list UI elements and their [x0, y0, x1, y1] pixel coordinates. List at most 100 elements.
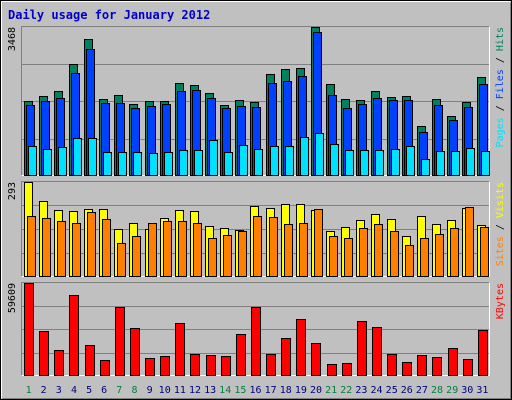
legend-item-kbytes: KBytes — [495, 283, 506, 319]
x-tick-label-day-17: 17 — [265, 385, 277, 396]
series-sites — [27, 207, 489, 277]
bar-sites-day-25 — [390, 231, 399, 277]
bar-pages-day-26 — [406, 146, 415, 176]
bar-pages-day-28 — [436, 151, 445, 176]
chart-title: Daily usage for January 2012 — [8, 8, 210, 22]
bar-kbytes-day-29 — [448, 348, 458, 376]
legend-item-pages: Pages — [495, 117, 506, 147]
bar-pages-day-5 — [88, 138, 97, 176]
bar-sites-day-20 — [314, 209, 323, 277]
bar-sites-day-22 — [344, 238, 353, 277]
x-tick-label-day-8: 8 — [131, 385, 137, 396]
bar-sites-day-28 — [435, 234, 444, 277]
x-tick-label-day-20: 20 — [310, 385, 322, 396]
bar-kbytes-day-5 — [85, 345, 95, 376]
bar-sites-day-15 — [238, 231, 247, 277]
bar-kbytes-day-31 — [478, 330, 488, 376]
bar-pages-day-18 — [285, 146, 294, 176]
plot-inset-shadow — [21, 282, 490, 376]
legend-hits-files-pages: Pages / Files / Hits — [495, 27, 506, 147]
x-tick-label-day-23: 23 — [355, 385, 367, 396]
bar-pages-day-19 — [300, 137, 309, 176]
max-value-label: 293 — [7, 182, 18, 200]
legend-item-hits: Hits — [495, 27, 506, 51]
bar-sites-day-23 — [359, 228, 368, 277]
legend-separator: / — [495, 218, 506, 236]
x-tick-label-day-21: 21 — [325, 385, 337, 396]
bar-sites-day-4 — [72, 223, 81, 277]
bar-pages-day-29 — [451, 151, 460, 176]
bar-pages-day-21 — [330, 144, 339, 176]
x-tick-label-day-18: 18 — [280, 385, 292, 396]
bar-kbytes-day-9 — [145, 358, 155, 376]
bar-kbytes-day-28 — [432, 357, 442, 376]
x-tick-label-day-12: 12 — [189, 385, 201, 396]
panel-kbytes: 59609 KBytes — [7, 282, 506, 376]
bar-sites-day-26 — [405, 245, 414, 277]
x-tick-label-day-19: 19 — [295, 385, 307, 396]
x-axis-labels: 1 2 3 4 5 6 7 8 9 10 11 12 13 14 15 16 17 18 19 20 21 22 23 24 2… — [26, 385, 489, 396]
bar-sites-day-3 — [57, 221, 66, 277]
bar-pages-day-4 — [73, 138, 82, 176]
bar-kbytes-day-11 — [175, 323, 185, 376]
x-tick-label-day-4: 4 — [71, 385, 77, 396]
x-tick-label-day-30: 30 — [461, 385, 473, 396]
x-tick-label-day-26: 26 — [401, 385, 413, 396]
series-pages — [28, 133, 490, 176]
bar-pages-day-16 — [254, 149, 263, 176]
bar-sites-day-11 — [178, 221, 187, 277]
bar-kbytes-day-27 — [417, 355, 427, 376]
bar-pages-day-1 — [28, 146, 37, 176]
x-tick-label-day-11: 11 — [174, 385, 186, 396]
bar-kbytes-day-7 — [115, 307, 125, 376]
x-tick-label-day-5: 5 — [86, 385, 92, 396]
x-tick-label-day-15: 15 — [234, 385, 246, 396]
bar-sites-day-10 — [163, 221, 172, 277]
series-files — [26, 32, 488, 176]
x-tick-label-day-22: 22 — [340, 385, 352, 396]
plot-inset-shadow — [21, 26, 490, 176]
legend-separator: / — [495, 51, 506, 69]
bar-pages-day-15 — [239, 145, 248, 176]
legend-separator: / — [495, 99, 506, 117]
bar-sites-day-27 — [420, 238, 429, 277]
bar-kbytes-day-23 — [357, 321, 367, 376]
legend-item-visits: Visits — [495, 182, 506, 218]
bar-kbytes-day-15 — [236, 334, 246, 376]
bar-sites-day-8 — [132, 236, 141, 277]
bar-pages-day-10 — [164, 152, 173, 176]
bar-kbytes-day-17 — [266, 354, 276, 376]
bar-kbytes-day-12 — [190, 354, 200, 376]
bar-sites-day-14 — [223, 235, 232, 277]
bar-pages-day-6 — [103, 152, 112, 176]
x-tick-label-day-13: 13 — [204, 385, 216, 396]
x-tick-label-day-2: 2 — [41, 385, 47, 396]
x-tick-label-day-6: 6 — [101, 385, 107, 396]
bar-sites-day-16 — [253, 216, 262, 277]
bar-kbytes-day-24 — [372, 327, 382, 376]
bar-sites-day-29 — [450, 228, 459, 277]
series-kbytes — [24, 283, 488, 376]
bar-kbytes-day-30 — [463, 359, 473, 376]
x-tick-label-day-3: 3 — [56, 385, 62, 396]
bar-kbytes-day-18 — [281, 338, 291, 376]
panel-visits-sites: 293 Sites / Visits — [7, 181, 506, 277]
bar-sites-day-30 — [465, 207, 474, 277]
bar-pages-day-17 — [270, 146, 279, 176]
bar-sites-day-18 — [284, 224, 293, 277]
bar-kbytes-day-26 — [402, 362, 412, 376]
bar-sites-day-19 — [299, 223, 308, 277]
bar-kbytes-day-19 — [296, 319, 306, 376]
panel-hits-files-pages: 3468 Pages / Files / Hits — [7, 26, 506, 176]
bar-kbytes-day-1 — [24, 283, 34, 376]
bar-sites-day-12 — [193, 223, 202, 277]
bar-kbytes-day-6 — [100, 360, 110, 376]
bar-pages-day-13 — [209, 140, 218, 176]
bar-kbytes-day-20 — [311, 343, 321, 376]
bar-sites-day-7 — [117, 243, 126, 277]
x-tick-label-day-1: 1 — [26, 385, 32, 396]
bar-kbytes-day-16 — [251, 307, 261, 376]
